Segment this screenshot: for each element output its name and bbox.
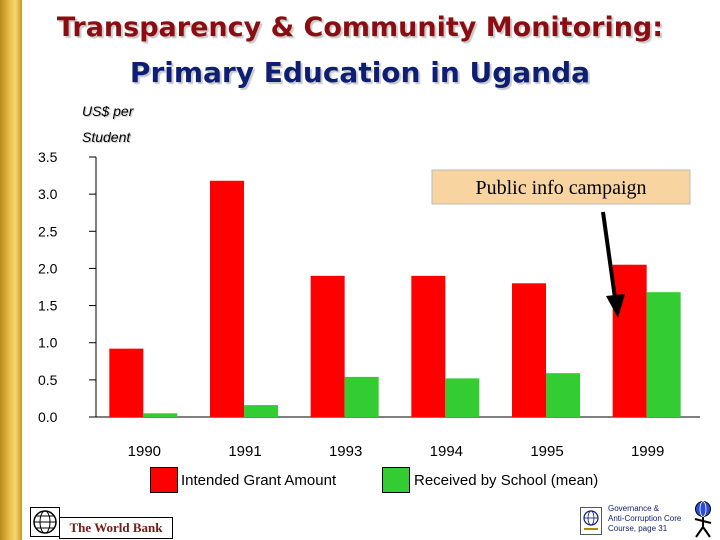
course-caption-line1: Governance &: [608, 504, 660, 513]
y-tick-label: 1.0: [38, 335, 58, 351]
bar-intended-1999: [612, 264, 647, 417]
course-globe-icon: [580, 507, 602, 535]
annotation-arrow-line: [601, 211, 617, 299]
bar-intended-1993: [310, 275, 345, 417]
world-bank-name: The World Bank: [69, 520, 163, 535]
annotation-arrow-head: [606, 294, 625, 318]
x-tick-label: 1991: [228, 443, 261, 460]
bar-received-1994: [445, 378, 480, 417]
y-tick-label: 0.5: [38, 372, 58, 388]
bar-received-1991: [244, 405, 278, 417]
y-tick-label: 3.5: [38, 149, 58, 165]
annotation-box: [431, 169, 691, 205]
slide-title-line2: Primary Education in Uganda: [129, 56, 591, 89]
annotation-text: Public info campaign: [475, 177, 646, 199]
bar-intended-1995: [512, 283, 546, 417]
y-axis-label-line1: US$ per: [82, 103, 134, 119]
decorative-left-strip: [0, 0, 22, 540]
bar-received-1993: [344, 376, 379, 417]
y-tick-label: 2.5: [38, 223, 58, 239]
y-tick-label: 3.0: [38, 186, 58, 202]
x-tick-label: 1994: [430, 443, 463, 460]
world-bank-label-box: The World Bank: [59, 517, 173, 539]
legend-label-received: Received by School (mean): [414, 472, 599, 489]
course-caption: Governance & Anti-Corruption Core Course…: [608, 504, 690, 534]
x-tick-label: 1990: [128, 443, 161, 460]
x-tick-label: 1999: [631, 443, 664, 460]
y-axis-label-line2: Student: [82, 129, 131, 145]
course-caption-line3: Course, page 31: [608, 524, 668, 533]
legend-swatch-intended: [150, 467, 178, 493]
bar-intended-1994: [411, 275, 446, 417]
y-tick-label: 1.5: [38, 298, 58, 314]
bar-intended-1990: [109, 348, 144, 417]
bar-intended-1991: [210, 180, 244, 417]
world-bank-globe-icon: [30, 507, 60, 537]
person-with-globe-icon: [694, 501, 712, 538]
bar-received-1990: [143, 413, 178, 417]
slide-title-line1: Transparency & Community Monitoring:: [56, 12, 664, 43]
legend-label-intended: Intended Grant Amount: [181, 472, 337, 489]
y-tick-label: 0.0: [38, 409, 58, 425]
bar-received-1999: [646, 292, 681, 417]
course-caption-line2: Anti-Corruption Core: [608, 514, 682, 523]
legend-swatch-received: [382, 467, 410, 493]
y-axis-label: US$ per Student: [82, 98, 133, 150]
bar-received-1995: [546, 373, 580, 417]
x-tick-label: 1995: [530, 443, 563, 460]
x-tick-label: 1993: [329, 443, 362, 460]
y-tick-label: 2.0: [38, 260, 58, 276]
